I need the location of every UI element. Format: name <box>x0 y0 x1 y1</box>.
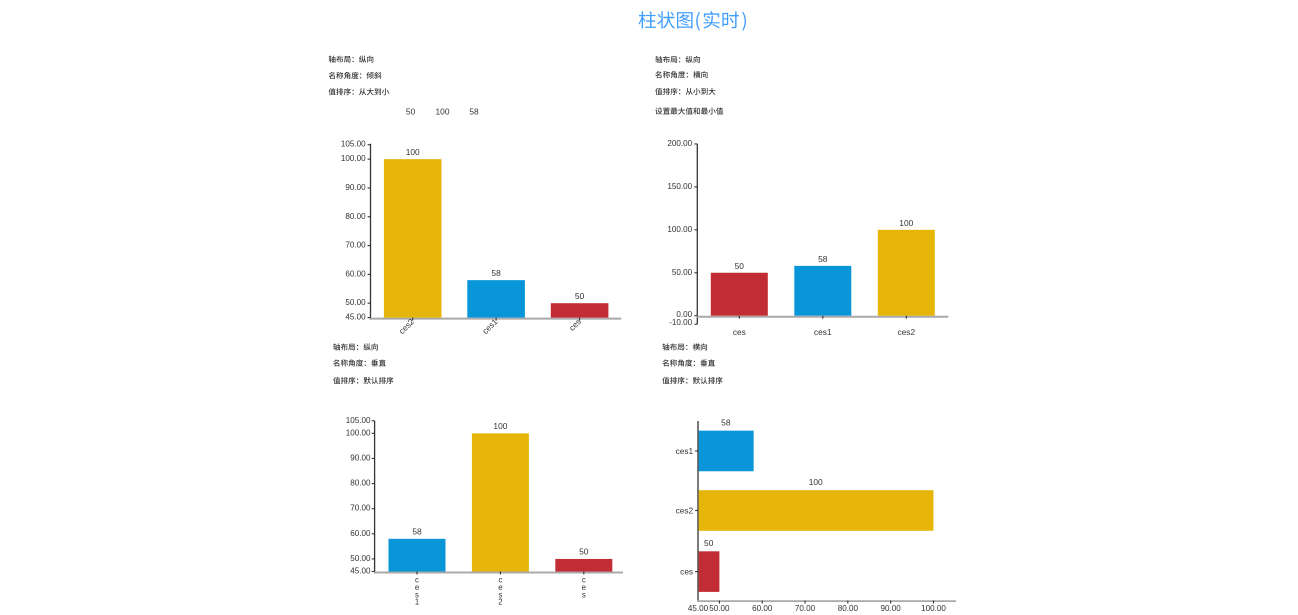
svg-text:50: 50 <box>704 538 714 548</box>
svg-text:105.00: 105.00 <box>341 140 366 149</box>
svg-text:58: 58 <box>721 417 731 427</box>
svg-text:100.00: 100.00 <box>346 428 371 437</box>
svg-text:c: c <box>415 576 419 585</box>
svg-text:-10.00: -10.00 <box>669 318 692 327</box>
svg-text:150.00: 150.00 <box>667 182 692 191</box>
svg-text:80.00: 80.00 <box>838 604 859 613</box>
svg-text:1: 1 <box>415 598 419 607</box>
svg-text:45.00: 45.00 <box>350 567 371 576</box>
svg-text:50: 50 <box>575 291 585 301</box>
svg-text:ces1: ces1 <box>676 446 694 456</box>
svg-text:60.00: 60.00 <box>345 269 366 278</box>
svg-text:70.00: 70.00 <box>795 604 816 613</box>
svg-text:45.00: 45.00 <box>688 604 709 613</box>
svg-text:90.00: 90.00 <box>345 183 366 192</box>
svg-text:ces: ces <box>680 567 693 577</box>
svg-text:100: 100 <box>899 218 913 228</box>
svg-text:s: s <box>582 590 586 599</box>
svg-text:50.00: 50.00 <box>350 554 371 563</box>
svg-text:200.00: 200.00 <box>667 139 692 148</box>
svg-text:e: e <box>498 583 502 592</box>
svg-text:90.00: 90.00 <box>350 453 371 462</box>
svg-text:58: 58 <box>412 526 422 536</box>
svg-text:50.00: 50.00 <box>345 298 366 307</box>
svg-text:100.00: 100.00 <box>667 225 692 234</box>
svg-text:58: 58 <box>818 254 828 264</box>
svg-text:s: s <box>498 590 502 599</box>
svg-text:60.00: 60.00 <box>350 529 371 538</box>
svg-text:c: c <box>582 576 586 585</box>
svg-text:100: 100 <box>406 147 420 157</box>
svg-text:58: 58 <box>491 268 501 278</box>
svg-text:70.00: 70.00 <box>345 241 366 250</box>
svg-text:2: 2 <box>498 598 502 607</box>
svg-text:50: 50 <box>735 261 745 271</box>
svg-text:58: 58 <box>469 106 479 116</box>
svg-text:60.00: 60.00 <box>752 604 773 613</box>
svg-text:e: e <box>582 583 586 592</box>
svg-text:50.00: 50.00 <box>672 268 693 277</box>
svg-text:100: 100 <box>809 477 823 487</box>
svg-text:s: s <box>415 590 419 599</box>
svg-text:100.00: 100.00 <box>341 154 366 163</box>
svg-text:ces2: ces2 <box>898 327 916 337</box>
svg-text:50: 50 <box>579 546 589 556</box>
svg-text:c: c <box>498 576 502 585</box>
svg-text:80.00: 80.00 <box>345 212 366 221</box>
svg-text:50: 50 <box>406 106 416 116</box>
svg-text:50.00: 50.00 <box>709 604 730 613</box>
svg-text:45.00: 45.00 <box>345 313 366 322</box>
svg-text:100: 100 <box>436 106 450 116</box>
svg-text:e: e <box>415 583 419 592</box>
svg-text:100.00: 100.00 <box>921 604 946 613</box>
svg-text:ces: ces <box>733 327 746 337</box>
svg-text:70.00: 70.00 <box>350 504 371 513</box>
svg-text:90.00: 90.00 <box>881 604 902 613</box>
svg-text:100: 100 <box>493 421 507 431</box>
svg-text:105.00: 105.00 <box>346 416 371 425</box>
svg-text:80.00: 80.00 <box>350 479 371 488</box>
svg-text:0.00: 0.00 <box>676 310 692 319</box>
svg-text:ces1: ces1 <box>814 327 832 337</box>
svg-text:ces2: ces2 <box>676 505 694 515</box>
